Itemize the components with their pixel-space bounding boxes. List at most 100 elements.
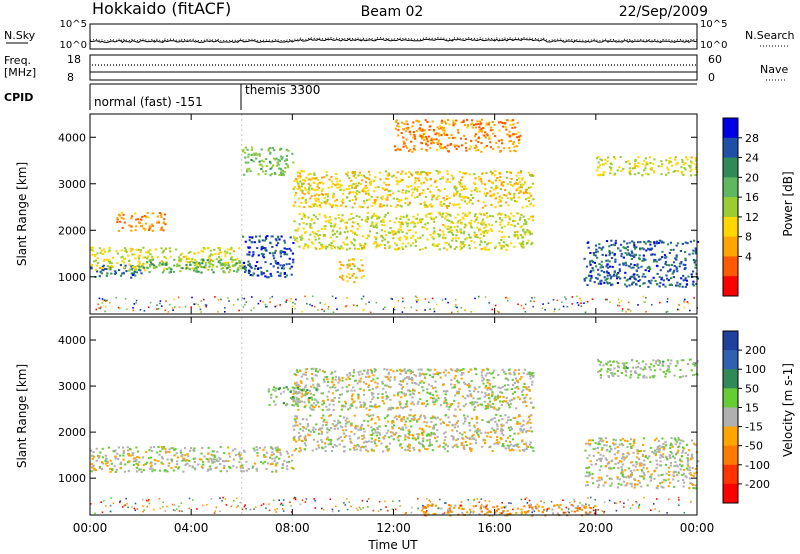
power-cell	[441, 230, 445, 233]
power-cell	[520, 186, 524, 189]
power-cell	[496, 177, 499, 179]
power-cell	[653, 170, 656, 173]
velocity-cell	[474, 387, 477, 390]
power-cell	[694, 263, 697, 266]
power-cell	[347, 273, 351, 276]
power-cell	[630, 266, 633, 269]
velocity-cell	[444, 431, 447, 434]
velocity-cell	[343, 450, 346, 453]
power-cell	[399, 173, 403, 175]
power-cell	[224, 252, 227, 255]
power-cell	[294, 229, 297, 232]
velocity-cell	[436, 435, 439, 438]
power-cell	[222, 266, 225, 269]
power-cell	[227, 264, 230, 267]
power-cell	[306, 244, 309, 247]
power-cell	[105, 258, 108, 261]
velocity-cell	[472, 397, 475, 400]
velocity-cell	[184, 454, 187, 457]
power-cell	[269, 241, 272, 244]
power-cell	[386, 196, 389, 199]
power-cell	[672, 261, 676, 264]
velocity-cell	[142, 469, 145, 472]
power-cell	[618, 166, 621, 169]
power-cell	[338, 267, 341, 270]
velocity-cell	[509, 399, 512, 402]
power-cell	[133, 303, 136, 305]
power-cell	[682, 279, 685, 282]
velocity-cell	[307, 433, 310, 436]
power-cell	[128, 224, 131, 227]
velocity-cell	[484, 386, 487, 389]
power-cell	[315, 177, 318, 179]
velocity-cell	[98, 466, 101, 468]
power-cell	[467, 124, 470, 127]
velocity-cell	[408, 449, 411, 452]
power-cell	[318, 181, 321, 184]
velocity-cell	[422, 437, 425, 440]
power-cell	[647, 173, 650, 176]
power-cell	[547, 302, 550, 304]
velocity-cell	[179, 449, 182, 452]
power-cell	[485, 225, 488, 228]
power-cell	[513, 192, 516, 195]
power-cell	[680, 166, 683, 169]
velocity-cell	[455, 443, 458, 446]
power-cell	[525, 242, 529, 245]
power-cell	[224, 264, 227, 267]
power-cell	[387, 190, 390, 193]
velocity-cell	[298, 436, 301, 439]
power-cell	[351, 274, 354, 277]
power-cell	[499, 176, 502, 178]
velocity-cell	[499, 395, 502, 398]
velocity-cell	[467, 384, 470, 387]
power-cell	[606, 271, 609, 274]
power-cell	[197, 251, 200, 254]
power-cell	[311, 304, 313, 307]
velocity-cell	[459, 432, 462, 435]
velocity-cell	[389, 408, 393, 411]
velocity-cell	[357, 395, 360, 398]
velocity-cell	[616, 486, 620, 489]
power-cell	[654, 259, 657, 261]
power-cell	[262, 253, 265, 256]
velocity-cell	[486, 379, 489, 382]
velocity-cell	[461, 433, 464, 436]
velocity-cell	[263, 446, 266, 449]
power-cell	[600, 264, 603, 267]
power-cell	[413, 222, 416, 225]
power-cell	[360, 218, 364, 221]
power-cell	[684, 257, 687, 260]
power-cell	[424, 195, 428, 198]
velocity-cell	[323, 419, 326, 421]
velocity-cell	[378, 432, 381, 435]
power-cell	[475, 146, 478, 149]
nsearch-tick-bottom: 10^0	[700, 40, 727, 51]
power-cell	[451, 311, 453, 314]
power-cell	[678, 304, 680, 306]
velocity-cell	[386, 376, 389, 378]
power-cell	[529, 194, 533, 197]
power-cell	[356, 227, 359, 230]
velocity-cell	[589, 439, 592, 442]
power-cell	[521, 206, 524, 209]
velocity-cell	[171, 460, 174, 463]
power-cell	[347, 259, 351, 262]
power-cell	[443, 120, 446, 123]
power-cell	[286, 165, 289, 167]
velocity-cell	[457, 392, 460, 395]
power-cell	[484, 183, 487, 186]
velocity-cell	[114, 471, 117, 473]
power-cell	[693, 297, 695, 299]
power-cell	[464, 213, 467, 216]
velocity-cell	[517, 422, 520, 425]
velocity-cell	[160, 461, 163, 464]
power-cell	[586, 300, 589, 303]
power-cell	[103, 258, 106, 261]
velocity-cell	[481, 376, 484, 379]
velocity-cell	[425, 400, 428, 403]
power-cell	[685, 279, 688, 282]
power-cell	[345, 236, 348, 239]
velocity-cell	[343, 405, 347, 408]
velocity-cell	[151, 467, 154, 470]
